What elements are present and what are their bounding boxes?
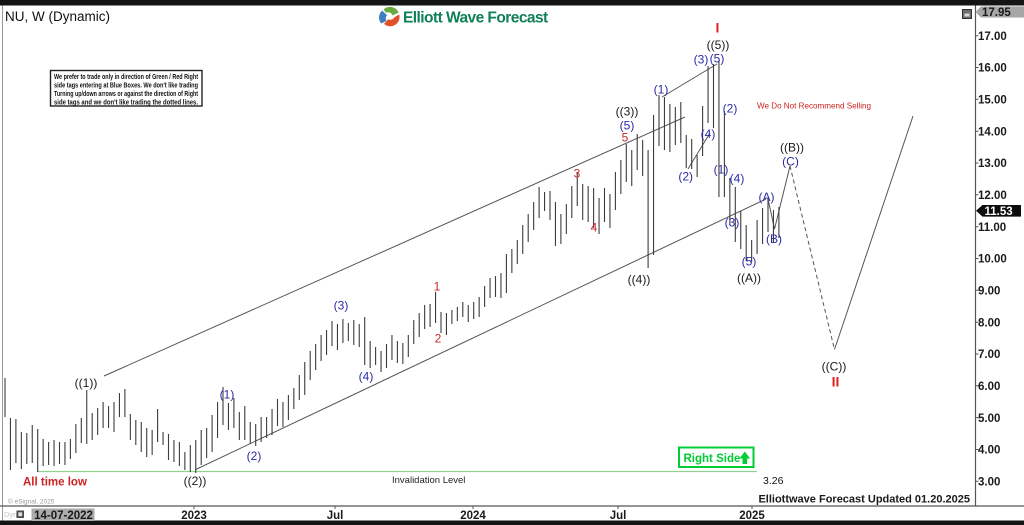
svg-text:We Do Not Recommend Selling: We Do Not Recommend Selling (757, 101, 871, 111)
svg-text:Right Side: Right Side (684, 453, 741, 465)
svg-text:(5): (5) (620, 118, 635, 132)
svg-text:Elliott Wave Forecast: Elliott Wave Forecast (403, 9, 548, 26)
svg-text:2024: 2024 (460, 510, 486, 522)
svg-text:I: I (716, 20, 720, 36)
svg-text:(3): (3) (694, 52, 709, 66)
svg-text:((4)): ((4)) (628, 272, 651, 286)
svg-text:5: 5 (622, 130, 629, 144)
svg-text:(1): (1) (654, 82, 669, 96)
svg-text:© eSignal, 2025: © eSignal, 2025 (8, 498, 55, 506)
svg-text:side tags entering at Blue Box: side tags entering at Blue Boxes. We don… (54, 82, 198, 89)
svg-text:17.95: 17.95 (982, 7, 1011, 19)
svg-text:(2): (2) (247, 449, 262, 463)
svg-text:14-07-2022: 14-07-2022 (34, 510, 93, 522)
svg-text:4.00: 4.00 (978, 445, 1000, 457)
svg-text:16.00: 16.00 (978, 63, 1007, 75)
svg-text:((5)): ((5)) (707, 38, 730, 52)
svg-text:Dyn: Dyn (4, 510, 17, 519)
svg-text:(C): (C) (782, 154, 799, 168)
svg-text:Elliottwave Forecast Updated 0: Elliottwave Forecast Updated 01.20.2025 (758, 494, 970, 506)
svg-text:2025: 2025 (739, 510, 765, 522)
svg-text:1: 1 (434, 279, 441, 293)
svg-text:((B)): ((B)) (780, 140, 804, 154)
svg-text:Jul: Jul (327, 510, 344, 522)
svg-text:(5): (5) (742, 254, 757, 268)
svg-text:8.00: 8.00 (978, 317, 1000, 329)
svg-text:(1): (1) (220, 387, 235, 401)
svg-text:17.00: 17.00 (978, 31, 1007, 43)
svg-text:Invalidation Level: Invalidation Level (392, 475, 465, 486)
svg-text:We prefer to trade only in dir: We prefer to trade only in direction of … (54, 74, 199, 81)
svg-text:II: II (832, 374, 840, 390)
svg-text:11.53: 11.53 (985, 206, 1013, 218)
svg-text:4: 4 (591, 220, 598, 234)
svg-text:7.00: 7.00 (978, 349, 1000, 361)
svg-text:2023: 2023 (181, 510, 207, 522)
svg-text:((1)): ((1)) (75, 376, 98, 390)
svg-text:2: 2 (435, 331, 442, 345)
svg-text:((3)): ((3)) (616, 104, 639, 118)
svg-text:(A): (A) (759, 190, 775, 204)
svg-text:5.00: 5.00 (978, 413, 1000, 425)
svg-text:3: 3 (574, 166, 581, 180)
svg-text:(3): (3) (725, 215, 740, 229)
svg-text:(2): (2) (678, 169, 693, 183)
svg-text:(B): (B) (766, 232, 782, 246)
svg-text:side tags and we don't like tr: side tags and we don't like trading the … (54, 99, 198, 106)
svg-text:10.00: 10.00 (978, 254, 1007, 266)
svg-text:(4): (4) (359, 369, 374, 383)
svg-text:((C)): ((C)) (822, 359, 847, 373)
svg-text:14.00: 14.00 (978, 126, 1007, 138)
svg-text:(5): (5) (710, 51, 725, 65)
svg-text:(3): (3) (334, 298, 349, 312)
svg-text:Jul: Jul (610, 510, 627, 522)
svg-text:15.00: 15.00 (978, 95, 1007, 107)
svg-text:9.00: 9.00 (978, 286, 1000, 298)
svg-text:3.26: 3.26 (763, 475, 784, 487)
svg-text:(4): (4) (730, 171, 745, 185)
svg-text:((2)): ((2)) (184, 474, 207, 488)
svg-text:(4): (4) (701, 127, 716, 141)
svg-text:3.00: 3.00 (978, 477, 1000, 489)
svg-text:(2): (2) (723, 101, 738, 115)
svg-text:6.00: 6.00 (978, 381, 1000, 393)
svg-text:(1): (1) (714, 162, 729, 176)
svg-text:Turning up/down arrows or agai: Turning up/down arrows or against the di… (54, 91, 199, 98)
svg-text:12.00: 12.00 (978, 190, 1007, 202)
svg-text:((A)): ((A)) (737, 271, 761, 285)
svg-text:13.00: 13.00 (978, 158, 1007, 170)
svg-text:NU, W (Dynamic): NU, W (Dynamic) (5, 9, 110, 24)
svg-text:All time low: All time low (23, 477, 87, 489)
svg-text:11.00: 11.00 (978, 222, 1006, 234)
